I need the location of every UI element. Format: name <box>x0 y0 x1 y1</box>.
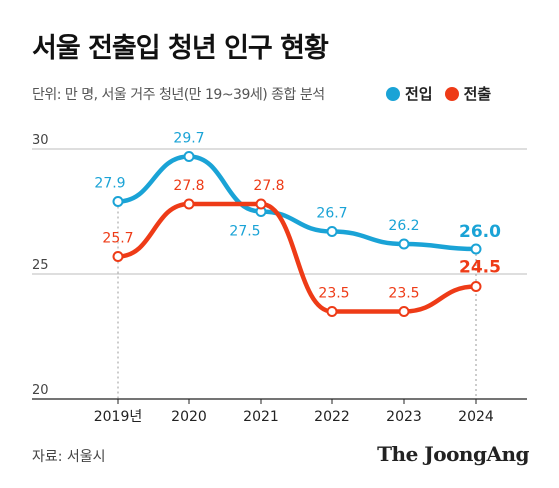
x-tick-label-1: 2020 <box>171 409 207 425</box>
data-point-inflow-5 <box>470 243 482 255</box>
legend: 전입 전출 <box>386 83 503 104</box>
data-point-inflow-4 <box>398 238 410 250</box>
brand-logo: The JoongAng <box>377 442 529 466</box>
x-tick-label-5: 2024 <box>458 409 494 425</box>
chart-title: 서울 전출입 청년 인구 현황 <box>32 33 329 64</box>
legend-dot-outflow <box>444 86 459 101</box>
x-tick-label-2: 2021 <box>243 409 279 425</box>
series-line-inflow <box>115 154 479 252</box>
data-label-inflow-3: 26.7 <box>316 206 347 222</box>
x-tick-label-0: 2019년 <box>94 409 143 425</box>
x-tick-label-4: 2023 <box>386 409 422 425</box>
data-point-outflow-0 <box>112 251 124 262</box>
data-point-outflow-5 <box>470 281 482 292</box>
data-label-outflow-2: 27.8 <box>253 178 284 194</box>
data-point-inflow-0 <box>112 196 124 207</box>
data-label-outflow-3: 23.5 <box>318 286 349 302</box>
data-label-outflow-4: 23.5 <box>388 286 419 302</box>
legend-item-inflow: 전입 <box>386 83 433 104</box>
data-label-inflow-0: 27.9 <box>94 176 125 192</box>
data-point-outflow-3 <box>326 306 338 317</box>
data-label-inflow-4: 26.2 <box>388 218 419 234</box>
data-label-outflow-5: 24.5 <box>459 258 501 278</box>
data-label-inflow-5: 26.0 <box>459 222 501 242</box>
data-point-inflow-3 <box>326 226 338 237</box>
x-tick-label-3: 2022 <box>314 409 350 425</box>
legend-label-outflow: 전출 <box>463 85 492 103</box>
data-point-inflow-1 <box>183 151 195 162</box>
legend-dot-inflow <box>386 86 400 101</box>
chart-subtitle: 단위: 만 명, 서울 거주 청년(만 19~39세) 종합 분석 <box>32 87 325 103</box>
data-point-outflow-4 <box>398 306 410 317</box>
data-point-outflow-2 <box>255 198 267 210</box>
legend-item-outflow: 전출 <box>444 83 492 104</box>
y-tick-label-25: 25 <box>32 258 49 273</box>
data-point-outflow-1 <box>183 198 195 210</box>
y-tick-label-30: 30 <box>32 133 49 148</box>
data-label-inflow-1: 29.7 <box>173 131 204 147</box>
data-label-inflow-2: 27.5 <box>229 224 260 240</box>
legend-label-inflow: 전입 <box>405 85 433 103</box>
source-note: 자료: 서울시 <box>32 449 106 465</box>
y-tick-label-20: 20 <box>32 383 49 398</box>
data-label-outflow-1: 27.8 <box>173 178 204 194</box>
data-label-outflow-0: 25.7 <box>102 231 133 247</box>
